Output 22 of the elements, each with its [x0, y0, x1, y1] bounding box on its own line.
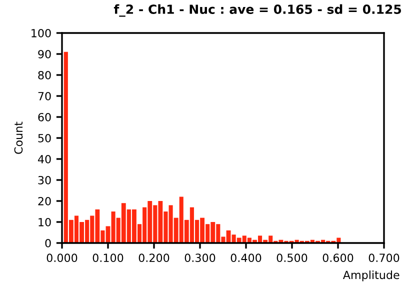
- y-tick-label: 60: [38, 112, 51, 122]
- y-tick-label: 70: [38, 92, 51, 100]
- y-tick-label: 30: [38, 176, 51, 184]
- y-axis-title: Count: [14, 122, 23, 154]
- chart-title: f_2 - Ch1 - Nuc : ave = 0.165 - sd = 0.125: [114, 4, 402, 17]
- x-tick-label: 0.700: [368, 254, 400, 262]
- x-tick-label: 0.100: [92, 254, 124, 262]
- x-axis-title: Amplitude: [342, 270, 400, 282]
- x-tick-label: 0.000: [46, 254, 78, 262]
- y-tick-label: 100: [32, 28, 51, 38]
- y-tick-label: 20: [38, 196, 51, 206]
- y-tick-label: 0: [45, 238, 51, 248]
- x-tick-label: 0.500: [276, 254, 308, 262]
- x-tick-label: 0.200: [138, 254, 170, 262]
- x-tick-label: 0.300: [184, 254, 216, 262]
- y-tick-label: 90: [38, 50, 51, 58]
- x-tick-label: 0.600: [322, 254, 354, 262]
- y-tick-label: 10: [38, 218, 51, 226]
- y-tick-label: 40: [38, 154, 51, 164]
- y-tick-label: 50: [38, 134, 51, 142]
- x-tick-label: 0.400: [230, 254, 262, 262]
- y-tick-label: 80: [38, 70, 51, 80]
